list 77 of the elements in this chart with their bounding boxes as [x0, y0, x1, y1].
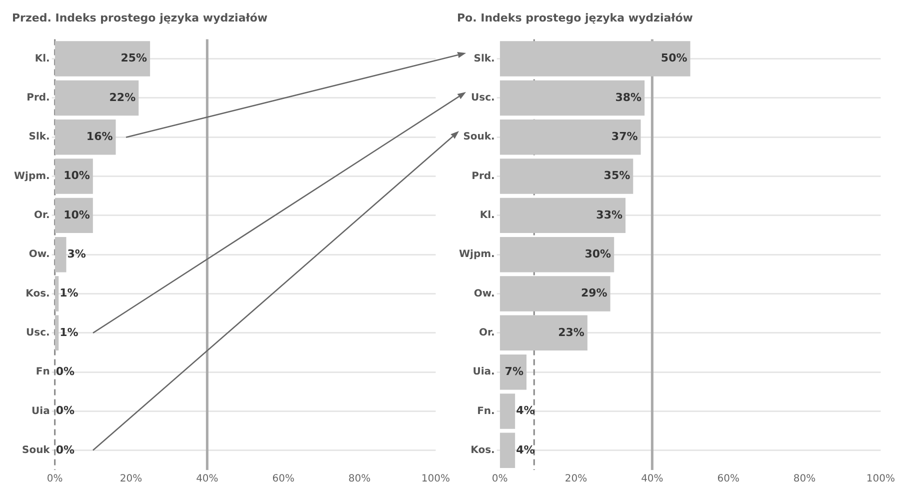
data-label: 0% — [56, 364, 75, 378]
x-tick-label: 60% — [272, 474, 294, 485]
x-tick-label: 100% — [866, 474, 895, 485]
bar — [500, 158, 634, 194]
y-tick-label: Ow. — [474, 288, 495, 300]
data-label: 1% — [60, 286, 78, 300]
y-tick-label: Ow. — [28, 249, 50, 260]
y-tick-label: Usc. — [26, 328, 50, 339]
data-label: 1% — [60, 326, 78, 339]
chart-title: Po. Indeks prostego języka wydziałów — [457, 11, 693, 24]
data-label: 4% — [516, 404, 535, 418]
y-tick-label: Kos. — [470, 445, 495, 456]
y-tick-label: Souk. — [463, 132, 495, 143]
data-label: 29% — [580, 286, 608, 300]
data-label: 22% — [109, 90, 136, 104]
x-tick-label: 60% — [717, 474, 740, 485]
y-tick-label: Slk. — [474, 53, 495, 64]
data-label: 7% — [504, 364, 524, 378]
x-tick-label: 0% — [46, 474, 63, 485]
data-label: 0% — [56, 404, 75, 418]
bar — [54, 158, 93, 194]
data-label: 3% — [67, 247, 86, 260]
bar — [54, 315, 59, 351]
bar — [500, 354, 526, 390]
y-tick-label: Slk. — [28, 132, 50, 143]
data-label: 38% — [615, 90, 642, 104]
y-tick-label: Or. — [479, 328, 495, 339]
data-label: 4% — [516, 443, 535, 456]
x-tick-label: 40% — [641, 474, 664, 485]
data-label: 16% — [86, 130, 113, 143]
bar — [500, 41, 690, 76]
bar — [54, 80, 139, 116]
x-tick-label: 80% — [348, 474, 371, 485]
y-tick-label: Kl. — [34, 53, 50, 64]
x-tick-label: 80% — [793, 474, 816, 485]
data-label: 10% — [64, 169, 90, 182]
y-tick-label: Wjpm. — [14, 170, 50, 182]
data-label: 50% — [660, 52, 688, 65]
y-tick-label: Kl. — [480, 210, 495, 222]
bar — [500, 236, 614, 272]
bar — [500, 432, 516, 468]
y-tick-label: Prd. — [472, 170, 495, 182]
data-label: 30% — [584, 247, 612, 260]
data-label: 25% — [120, 52, 148, 65]
bar — [54, 276, 59, 312]
x-tick-label: 0% — [492, 474, 508, 485]
data-label: 37% — [611, 130, 638, 143]
data-label: 23% — [558, 326, 584, 339]
y-tick-label: Souk — [22, 445, 50, 456]
bar — [500, 198, 626, 234]
data-label: 10% — [64, 208, 90, 222]
bar — [54, 119, 116, 155]
bar — [54, 198, 93, 234]
bar — [500, 315, 588, 351]
data-label: 0% — [56, 443, 75, 456]
y-tick-label: Fn — [36, 366, 50, 378]
y-tick-label: Fn. — [477, 406, 495, 417]
bar — [500, 276, 610, 312]
x-tick-label: 40% — [196, 474, 218, 485]
y-tick-label: Prd. — [26, 92, 50, 104]
bar — [500, 80, 645, 116]
bar — [500, 394, 516, 429]
bar — [54, 236, 66, 272]
y-tick-label: Usc. — [471, 92, 495, 104]
bar — [54, 41, 150, 76]
x-tick-label: 100% — [421, 474, 450, 485]
bar — [500, 119, 641, 155]
y-tick-label: Uia — [32, 406, 50, 417]
y-tick-label: Kos. — [26, 288, 50, 300]
y-tick-label: Or. — [34, 210, 50, 222]
x-tick-label: 20% — [564, 474, 588, 485]
x-tick-label: 20% — [120, 474, 142, 485]
data-label: 35% — [604, 169, 630, 182]
chart-title: Przed. Indeks prostego języka wydziałów — [12, 11, 268, 24]
data-label: 33% — [596, 208, 623, 222]
y-tick-label: Wjpm. — [458, 249, 495, 260]
y-tick-label: Uia. — [472, 366, 495, 378]
